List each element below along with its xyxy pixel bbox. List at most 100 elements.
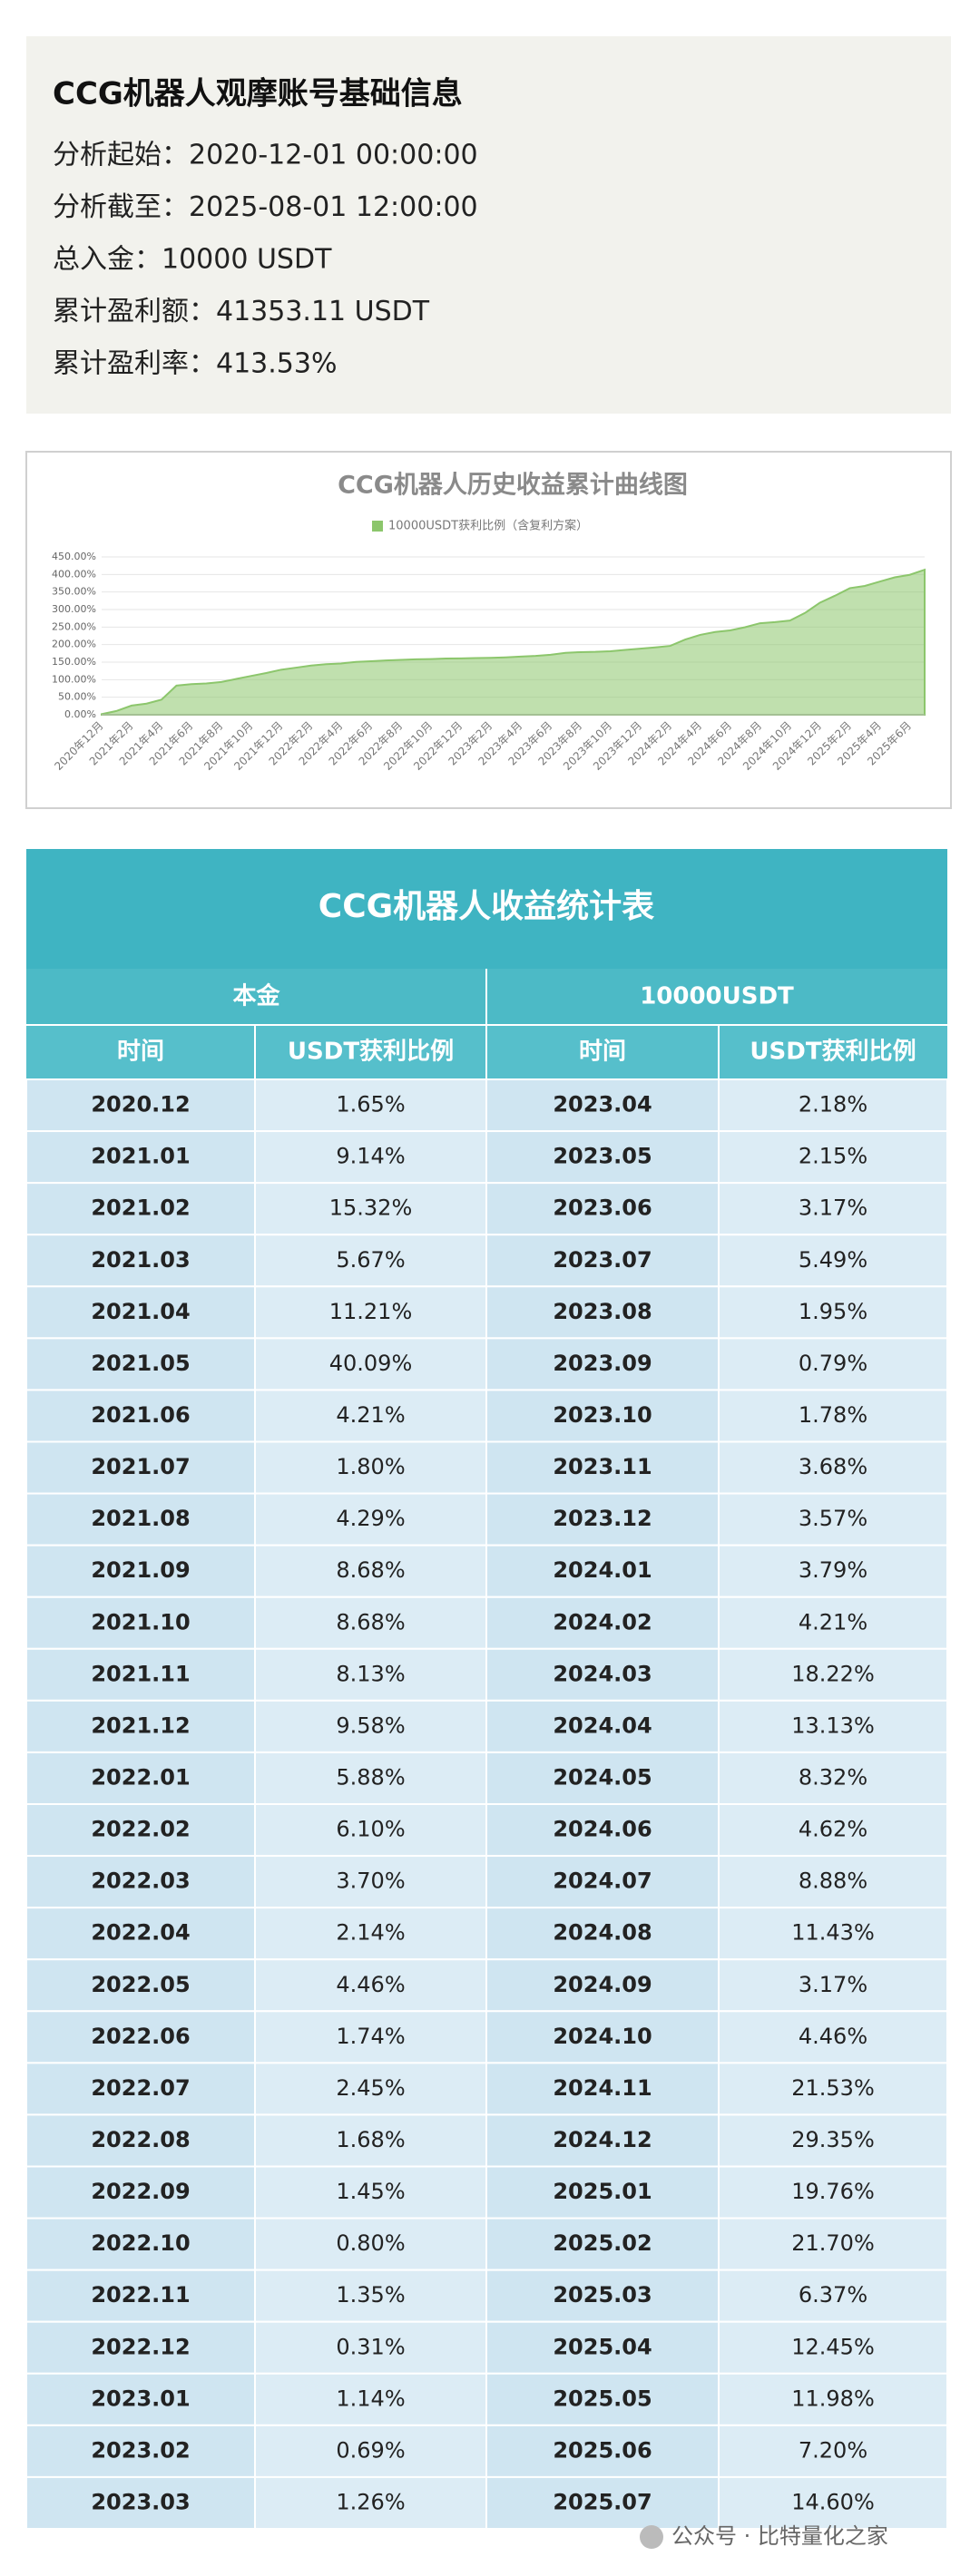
cell-bg xyxy=(718,2010,948,2064)
cell-value: 1.14% xyxy=(336,2386,405,2411)
cell-value: 21.53% xyxy=(791,2075,875,2101)
cell-bg xyxy=(254,2269,487,2323)
chart-title: CCG机器人历史收益累计曲线图 xyxy=(338,472,688,500)
cell-date: 2024.07 xyxy=(553,1869,652,1894)
cell-value: 12.45% xyxy=(791,2334,875,2359)
y-tick-label: 250.00% xyxy=(52,620,96,632)
cell-date: 2024.04 xyxy=(553,1712,652,1738)
cell-date: 2024.09 xyxy=(553,1972,652,1997)
cell-value: 2.14% xyxy=(336,1920,405,1946)
cell-date: 2023.04 xyxy=(553,1092,652,1117)
info-title: CCG机器人观摩账号基础信息 xyxy=(53,76,463,112)
cell-bg xyxy=(25,2269,256,2323)
cell-date: 2025.03 xyxy=(553,2282,652,2308)
group-header: 本金 xyxy=(232,982,280,1010)
cell-bg xyxy=(25,2475,256,2530)
cell-value: 40.09% xyxy=(329,1351,413,1376)
cell-bg xyxy=(254,1544,487,1598)
cell-bg xyxy=(485,1855,720,1909)
cell-bg xyxy=(718,1855,948,1909)
cell-date: 2024.06 xyxy=(553,1817,652,1842)
cell-date: 2021.10 xyxy=(91,1609,190,1634)
cell-value: 3.70% xyxy=(336,1869,405,1894)
cell-value: 9.58% xyxy=(336,1712,405,1738)
cell-date: 2024.01 xyxy=(553,1557,652,1583)
cell-bg xyxy=(718,2269,948,2323)
y-tick-label: 100.00% xyxy=(52,673,96,685)
column-header: USDT获利比例 xyxy=(288,1039,454,1066)
cell-value: 6.37% xyxy=(799,2282,867,2308)
cell-bg xyxy=(25,1492,256,1547)
cell-value: 14.60% xyxy=(791,2489,875,2514)
info-line: 累计盈利额：41353.11 USDT xyxy=(53,296,430,327)
cell-value: 3.79% xyxy=(799,1557,867,1583)
cell-value: 9.14% xyxy=(336,1144,405,1169)
cell-date: 2021.11 xyxy=(91,1661,190,1686)
cell-bg xyxy=(718,1907,948,1961)
cell-value: 11.21% xyxy=(329,1299,413,1324)
cell-bg xyxy=(254,2113,487,2168)
legend-label: 10000USDT获利比例（含复利方案） xyxy=(388,519,588,533)
cell-bg xyxy=(254,1492,487,1547)
cell-value: 8.68% xyxy=(336,1557,405,1583)
cell-bg xyxy=(718,1285,948,1340)
cell-value: 2.18% xyxy=(799,1092,867,1117)
cell-date: 2025.07 xyxy=(553,2489,652,2514)
column-header: 时间 xyxy=(117,1039,164,1066)
cell-bg xyxy=(25,1803,256,1858)
cell-value: 0.80% xyxy=(336,2230,405,2256)
area xyxy=(101,568,926,716)
cell-date: 2023.10 xyxy=(553,1402,652,1428)
cell-date: 2021.05 xyxy=(91,1351,190,1376)
cell-bg xyxy=(485,1699,720,1753)
cell-date: 2025.04 xyxy=(553,2334,652,2359)
cell-bg xyxy=(254,1440,487,1495)
cell-date: 2024.11 xyxy=(553,2075,652,2101)
cell-value: 1.68% xyxy=(336,2127,405,2152)
cell-bg xyxy=(718,2475,948,2530)
watermark: 公众号 · 比特量化之家 xyxy=(671,2523,888,2549)
cell-date: 2025.06 xyxy=(553,2437,652,2463)
cell-bg xyxy=(25,1078,256,1133)
cell-date: 2022.01 xyxy=(91,1764,190,1790)
cell-bg xyxy=(25,2320,256,2375)
cell-bg xyxy=(254,1389,487,1443)
cell-date: 2022.04 xyxy=(91,1920,190,1946)
cell-bg xyxy=(254,2217,487,2271)
y-tick-label: 400.00% xyxy=(52,568,96,580)
info-line: 分析起始：2020-12-01 00:00:00 xyxy=(53,140,478,171)
cell-value: 5.49% xyxy=(799,1247,867,1273)
cell-value: 1.45% xyxy=(336,2179,405,2204)
cell-bg xyxy=(485,2165,720,2220)
info-line: 累计盈利率：413.53% xyxy=(53,348,337,380)
cell-value: 2.15% xyxy=(799,1144,867,1169)
cell-date: 2022.07 xyxy=(91,2075,190,2101)
cell-bg xyxy=(485,1389,720,1443)
cell-bg xyxy=(25,1647,256,1702)
cell-date: 2021.08 xyxy=(91,1506,190,1531)
cell-date: 2021.03 xyxy=(91,1247,190,1273)
cell-bg xyxy=(718,1440,948,1495)
cell-value: 8.13% xyxy=(336,1661,405,1686)
cell-bg xyxy=(485,1907,720,1961)
y-tick-label: 300.00% xyxy=(52,603,96,615)
cell-bg xyxy=(254,2320,487,2375)
y-tick-label: 450.00% xyxy=(52,551,96,562)
cell-date: 2021.06 xyxy=(91,1402,190,1428)
cell-bg xyxy=(25,2010,256,2064)
cell-value: 5.88% xyxy=(336,1764,405,1790)
cell-bg xyxy=(25,1595,256,1650)
cell-date: 2024.02 xyxy=(553,1609,652,1634)
cell-date: 2022.08 xyxy=(91,2127,190,2152)
cell-value: 3.68% xyxy=(799,1454,867,1479)
cell-value: 29.35% xyxy=(791,2127,875,2152)
cell-date: 2024.10 xyxy=(553,2024,652,2049)
cell-value: 2.45% xyxy=(336,2075,405,2101)
cell-date: 2022.12 xyxy=(91,2334,190,2359)
cell-bg xyxy=(718,1078,948,1133)
table-title-band xyxy=(26,849,947,969)
cell-bg xyxy=(485,2475,720,2530)
cell-bg xyxy=(485,2424,720,2478)
cell-date: 2025.01 xyxy=(553,2179,652,2204)
cell-bg xyxy=(254,2165,487,2220)
